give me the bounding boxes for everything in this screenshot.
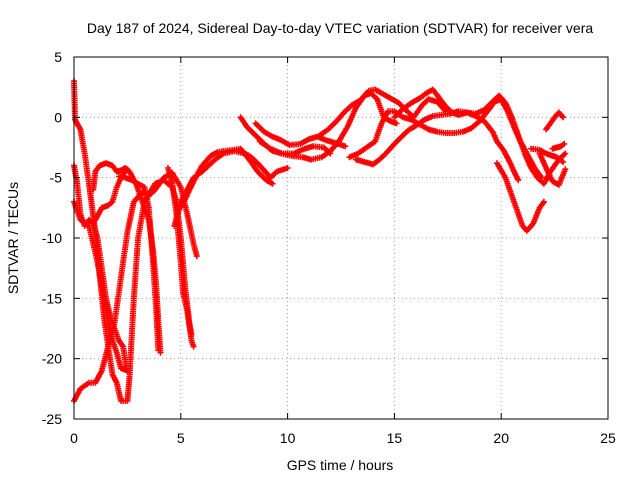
y-axis-label: SDTVAR / TECUs <box>5 182 21 294</box>
x-tick-label: 10 <box>280 430 296 446</box>
x-tick-label: 25 <box>600 430 616 446</box>
y-tick-label: -5 <box>50 170 63 186</box>
series-arc-r <box>493 160 547 234</box>
series-arc-g <box>115 173 162 354</box>
x-tick-label: 15 <box>387 430 403 446</box>
y-tick-label: -25 <box>42 411 62 427</box>
series-arc-f <box>92 166 131 223</box>
series-marks-arc-j <box>173 145 276 217</box>
x-tick-label: 0 <box>70 430 78 446</box>
y-tick-label: 0 <box>54 109 62 125</box>
chart-title: Day 187 of 2024, Sidereal Day-to-day VTE… <box>87 20 593 36</box>
series-marks-arc-n <box>316 86 449 139</box>
y-tick-label: -10 <box>42 230 62 246</box>
data-points <box>71 78 569 404</box>
series-marks-arc-t <box>536 150 569 188</box>
series-arc-n <box>316 86 449 139</box>
series-marks-arc-s <box>528 145 567 165</box>
series-marks-arc-f <box>92 166 131 223</box>
series-marks-arc-h <box>165 165 197 350</box>
y-tick-label: 5 <box>54 49 62 65</box>
x-tick-label: 5 <box>177 430 185 446</box>
axis-ticks: 0 5 10 15 20 25 -25 -20 -15 -10 -5 0 5 <box>42 49 616 446</box>
y-tick-label: -15 <box>42 290 62 306</box>
y-tick-label: -20 <box>42 351 62 367</box>
series-arc-h <box>165 165 197 350</box>
series-arc-v <box>549 140 568 152</box>
series-arc-t <box>536 150 569 188</box>
series-marks-arc-u <box>543 109 567 133</box>
series-arc-u <box>543 109 567 133</box>
series-arc-j <box>173 145 276 217</box>
x-tick-label: 20 <box>493 430 509 446</box>
series-marks-arc-g <box>115 173 162 354</box>
series-marks-arc-r <box>493 160 547 234</box>
x-axis-label: GPS time / hours <box>287 457 394 473</box>
series-arc-s <box>528 145 567 165</box>
series-marks-arc-v <box>549 140 568 152</box>
